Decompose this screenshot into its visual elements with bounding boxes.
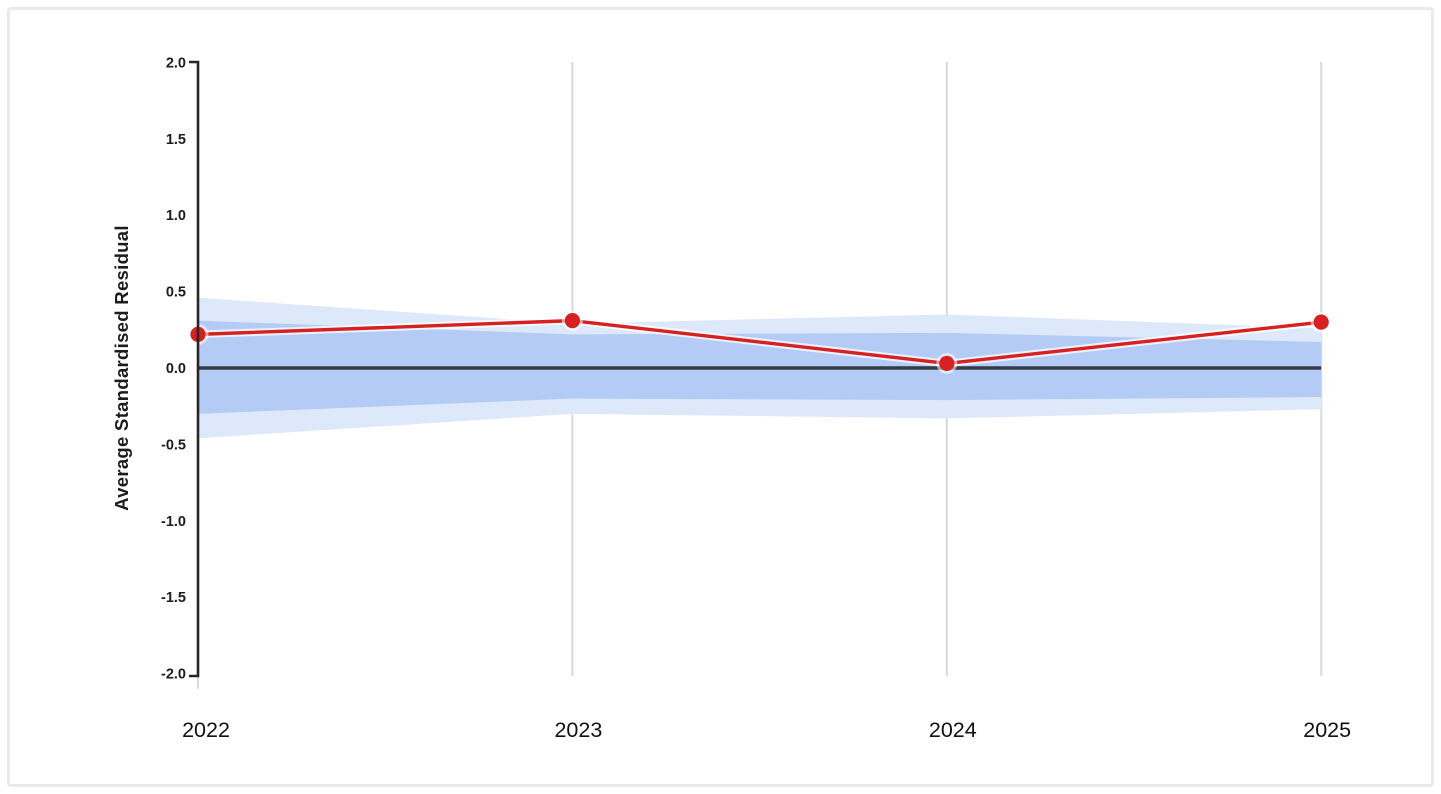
y-tick-label--1.0: -1.0 [161,514,186,530]
y-tick-label-1.5: 1.5 [166,132,186,148]
y-tick-label-0.0: 0.0 [166,361,186,377]
data-point-2024[interactable] [939,355,955,372]
data-point-2025[interactable] [1313,314,1329,330]
x-axis-label-2023: 2023 [554,718,602,742]
y-tick-label-0.5: 0.5 [166,285,186,301]
x-axis-label-2024: 2024 [929,718,977,742]
data-point-2023[interactable] [564,313,581,329]
y-axis-line [189,60,200,678]
y-tick-label-1.0: 1.0 [166,208,186,224]
x-axis-label-2025: 2025 [1303,718,1351,742]
residual-line [197,318,1322,366]
y-tick-label--1.5: -1.5 [161,590,186,606]
y-tick-label-2.0: 2.0 [166,55,186,71]
x-axis-label-2022: 2022 [182,718,230,742]
y-tick-label--0.5: -0.5 [161,437,186,453]
y-tick-label--2.0: -2.0 [161,667,186,683]
